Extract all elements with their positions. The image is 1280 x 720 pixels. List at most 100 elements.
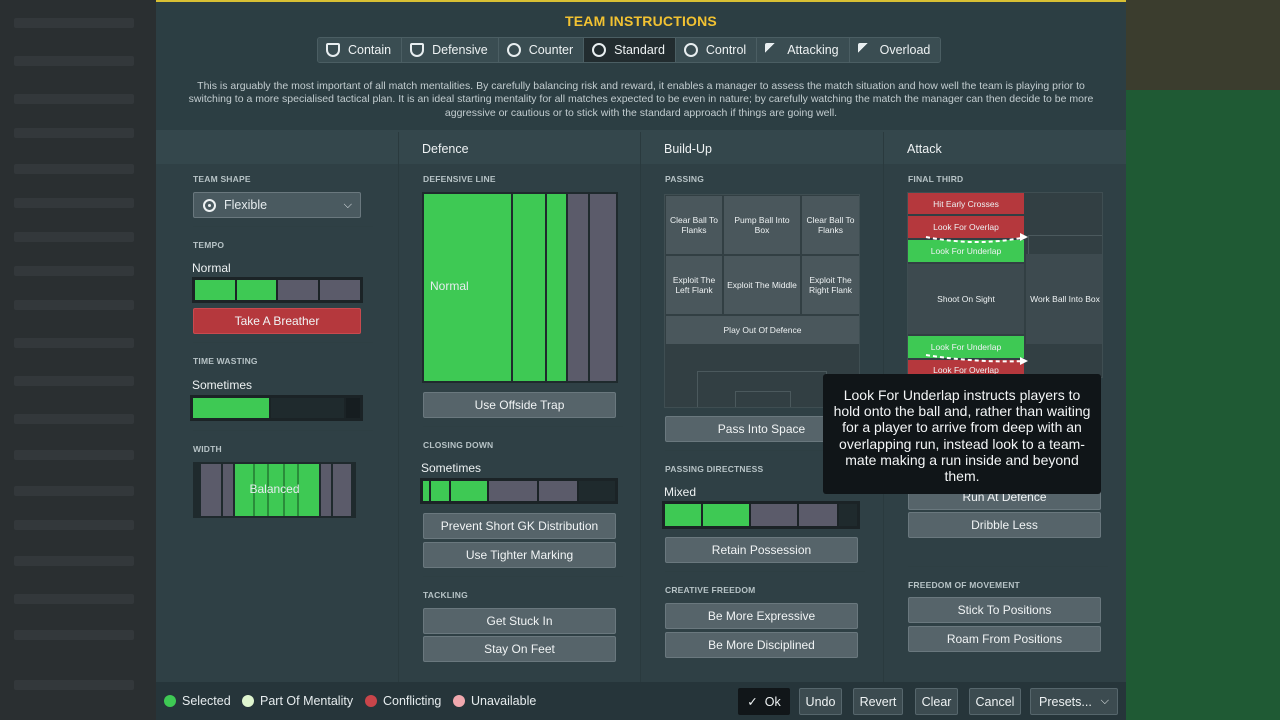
tab-attacking[interactable]: Attacking <box>757 38 850 62</box>
closing-down-slider[interactable] <box>420 478 618 504</box>
defensive-line-value: Normal <box>430 279 469 293</box>
unavailable-dot-icon <box>453 695 465 707</box>
dribble-less-button[interactable]: Dribble Less <box>908 512 1101 538</box>
legend-part-of-mentality: Part Of Mentality <box>242 694 353 708</box>
undo-button[interactable]: Undo <box>799 688 842 715</box>
stick-to-positions-button[interactable]: Stick To Positions <box>908 597 1101 623</box>
tab-contain[interactable]: Contain <box>318 38 403 62</box>
passing-label: PASSING <box>665 174 705 184</box>
conflicting-dot-icon <box>365 695 377 707</box>
divider <box>193 430 373 431</box>
tempo-label: TEMPO <box>193 240 225 250</box>
shield-icon <box>410 43 425 57</box>
mentality-dot-icon <box>242 695 254 707</box>
tempo-slider[interactable] <box>192 277 363 303</box>
divider <box>193 226 373 227</box>
background-sidebar <box>0 0 156 720</box>
tempo-value: Normal <box>192 261 231 275</box>
passing-directness-label: PASSING DIRECTNESS <box>665 464 764 474</box>
team-shape-dropdown[interactable]: Flexible ⌵ <box>193 192 361 218</box>
control-icon <box>683 43 698 57</box>
chevron-down-icon: ⌵ <box>1100 695 1109 707</box>
column-header-general <box>156 132 398 164</box>
zone-play-out-of-defence[interactable]: Play Out Of Defence <box>666 316 859 344</box>
divider <box>423 426 623 427</box>
tab-counter[interactable]: Counter <box>498 38 585 62</box>
column-header-defence: Defence <box>398 132 640 164</box>
presets-dropdown[interactable]: Presets... ⌵ <box>1030 688 1118 715</box>
tackling-label: TACKLING <box>423 590 468 600</box>
zone-look-for-overlap-top[interactable]: Look For Overlap <box>908 216 1024 238</box>
run-arrows-icon <box>925 233 1028 365</box>
tab-standard[interactable]: Standard <box>584 38 676 62</box>
column-divider <box>640 132 641 682</box>
divider <box>665 450 865 451</box>
zone-look-for-overlap-bottom[interactable]: Look For Overlap <box>908 360 1024 377</box>
zone-clear-ball-right[interactable]: Clear Ball To Flanks <box>802 196 859 254</box>
be-more-disciplined-button[interactable]: Be More Disciplined <box>665 632 858 658</box>
tab-defensive[interactable]: Defensive <box>402 38 499 62</box>
use-tighter-marking-button[interactable]: Use Tighter Marking <box>423 542 616 568</box>
divider <box>423 576 623 577</box>
cancel-button[interactable]: Cancel <box>969 688 1021 715</box>
width-slider[interactable]: Balanced <box>193 462 356 518</box>
passing-directness-slider[interactable] <box>662 501 860 529</box>
zone-exploit-left-flank[interactable]: Exploit The Left Flank <box>666 256 722 314</box>
use-offside-trap-button[interactable]: Use Offside Trap <box>423 392 616 418</box>
column-header-buildup: Build-Up <box>640 132 883 164</box>
width-value: Balanced <box>249 482 300 496</box>
get-stuck-in-button[interactable]: Get Stuck In <box>423 608 616 634</box>
zone-look-for-underlap-top[interactable]: Look For Underlap <box>908 240 1024 262</box>
dialog-title: TEAM INSTRUCTIONS <box>565 13 717 29</box>
tab-control[interactable]: Control <box>675 38 758 62</box>
tab-overload[interactable]: Overload <box>849 38 941 62</box>
zone-work-ball-into-box[interactable]: Work Ball Into Box <box>1026 254 1102 344</box>
roam-from-positions-button[interactable]: Roam From Positions <box>908 626 1101 652</box>
zone-exploit-right-flank[interactable]: Exploit The Right Flank <box>802 256 859 314</box>
legend-label: Conflicting <box>383 694 442 708</box>
overload-icon <box>857 43 872 57</box>
final-third-label: FINAL THIRD <box>908 174 964 184</box>
time-wasting-value: Sometimes <box>192 378 253 392</box>
divider <box>908 566 1108 567</box>
divider <box>665 571 865 572</box>
zone-clear-ball-left[interactable]: Clear Ball To Flanks <box>666 196 722 254</box>
legend-unavailable: Unavailable <box>453 694 536 708</box>
contain-icon <box>326 43 340 57</box>
column-header-attack: Attack <box>883 132 1126 164</box>
prevent-short-gk-distribution-button[interactable]: Prevent Short GK Distribution <box>423 513 616 539</box>
stay-on-feet-button[interactable]: Stay On Feet <box>423 636 616 662</box>
defensive-line-slider[interactable]: Normal <box>422 192 618 383</box>
clear-button[interactable]: Clear <box>915 688 958 715</box>
zone-pump-ball-into-box[interactable]: Pump Ball Into Box <box>724 196 800 254</box>
legend-conflicting: Conflicting <box>365 694 441 708</box>
legend-label: Unavailable <box>471 694 537 708</box>
mentality-description: This is arguably the most important of a… <box>188 80 1094 119</box>
chevron-down-icon: ⌵ <box>343 198 352 211</box>
tab-label: Standard <box>614 43 665 57</box>
column-divider <box>398 132 399 682</box>
attacking-icon <box>765 43 780 57</box>
target-icon <box>203 198 216 212</box>
team-shape-label: TEAM SHAPE <box>193 174 251 184</box>
zone-look-for-underlap-bottom[interactable]: Look For Underlap <box>908 336 1024 358</box>
top-accent-strip <box>156 0 1126 3</box>
take-a-breather-button[interactable]: Take A Breather <box>193 308 361 334</box>
tab-label: Contain <box>348 43 392 57</box>
check-icon: ✓ <box>747 695 758 709</box>
time-wasting-slider[interactable] <box>190 395 363 421</box>
retain-possession-button[interactable]: Retain Possession <box>665 537 858 563</box>
freedom-of-movement-label: FREEDOM OF MOVEMENT <box>908 580 1020 590</box>
revert-button[interactable]: Revert <box>853 688 903 715</box>
width-label: WIDTH <box>193 444 222 454</box>
be-more-expressive-button[interactable]: Be More Expressive <box>665 603 858 629</box>
ok-button[interactable]: ✓ Ok <box>738 688 790 715</box>
final-third-pitch: Hit Early Crosses Look For Overlap Look … <box>907 192 1103 378</box>
zone-exploit-middle[interactable]: Exploit The Middle <box>724 256 800 314</box>
background-panel <box>1126 0 1280 720</box>
passing-directness-value: Mixed <box>664 485 697 499</box>
zone-hit-early-crosses[interactable]: Hit Early Crosses <box>908 193 1024 214</box>
legend-label: Part Of Mentality <box>260 694 354 708</box>
divider <box>193 342 373 343</box>
zone-shoot-on-sight[interactable]: Shoot On Sight <box>908 264 1024 334</box>
